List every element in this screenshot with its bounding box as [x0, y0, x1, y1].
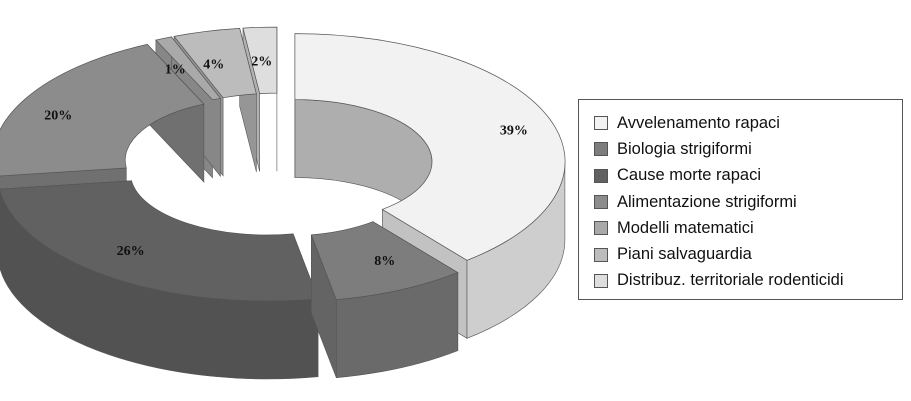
legend-label: Cause morte rapaci: [617, 166, 761, 185]
legend-item: Alimentazione strigiformi: [594, 189, 902, 215]
legend: Avvelenamento rapaci Biologia strigiform…: [578, 99, 903, 300]
legend-label: Avvelenamento rapaci: [617, 113, 780, 132]
slice-top: [155, 36, 222, 101]
data-label: 4%: [203, 57, 224, 72]
legend-swatch: [594, 273, 608, 288]
legend-item: Biologia strigiformi: [594, 136, 902, 162]
slice-top: [173, 28, 257, 99]
legend-item: Modelli matematici: [594, 215, 902, 241]
legend-item: Avvelenamento rapaci: [594, 110, 902, 136]
legend-label: Alimentazione strigiformi: [617, 192, 797, 211]
legend-swatch: [594, 247, 608, 262]
pie-slice: [0, 180, 319, 380]
pie-slice: [310, 221, 459, 379]
doughnut-chart: 39% 8% 26% 20% 1% 4% 2%: [0, 26, 566, 380]
legend-swatch: [594, 116, 608, 131]
data-label: 2%: [251, 54, 272, 69]
legend-label: Modelli matematici: [617, 218, 754, 237]
slice-top: [242, 26, 278, 94]
slice-top: [310, 221, 459, 301]
legend-label: Piani salvaguardia: [617, 245, 752, 264]
legend-item: Cause morte rapaci: [594, 163, 902, 189]
data-label: 20%: [44, 109, 72, 124]
legend-swatch: [594, 142, 608, 157]
data-label: 39%: [500, 124, 528, 139]
legend-swatch: [594, 195, 608, 210]
slice-top: [0, 180, 319, 302]
legend-item: Piani salvaguardia: [594, 241, 902, 267]
data-label: 8%: [374, 254, 395, 269]
legend-swatch: [594, 168, 608, 183]
legend-label: Distribuz. territoriale rodenticidi: [617, 271, 844, 290]
data-label: 1%: [165, 63, 186, 78]
slice-top: [0, 44, 205, 177]
legend-label: Biologia strigiformi: [617, 139, 752, 158]
legend-item: Distribuz. territoriale rodenticidi: [594, 268, 902, 294]
legend-swatch: [594, 221, 608, 236]
data-label: 26%: [117, 244, 145, 259]
slice-top: [294, 33, 566, 261]
